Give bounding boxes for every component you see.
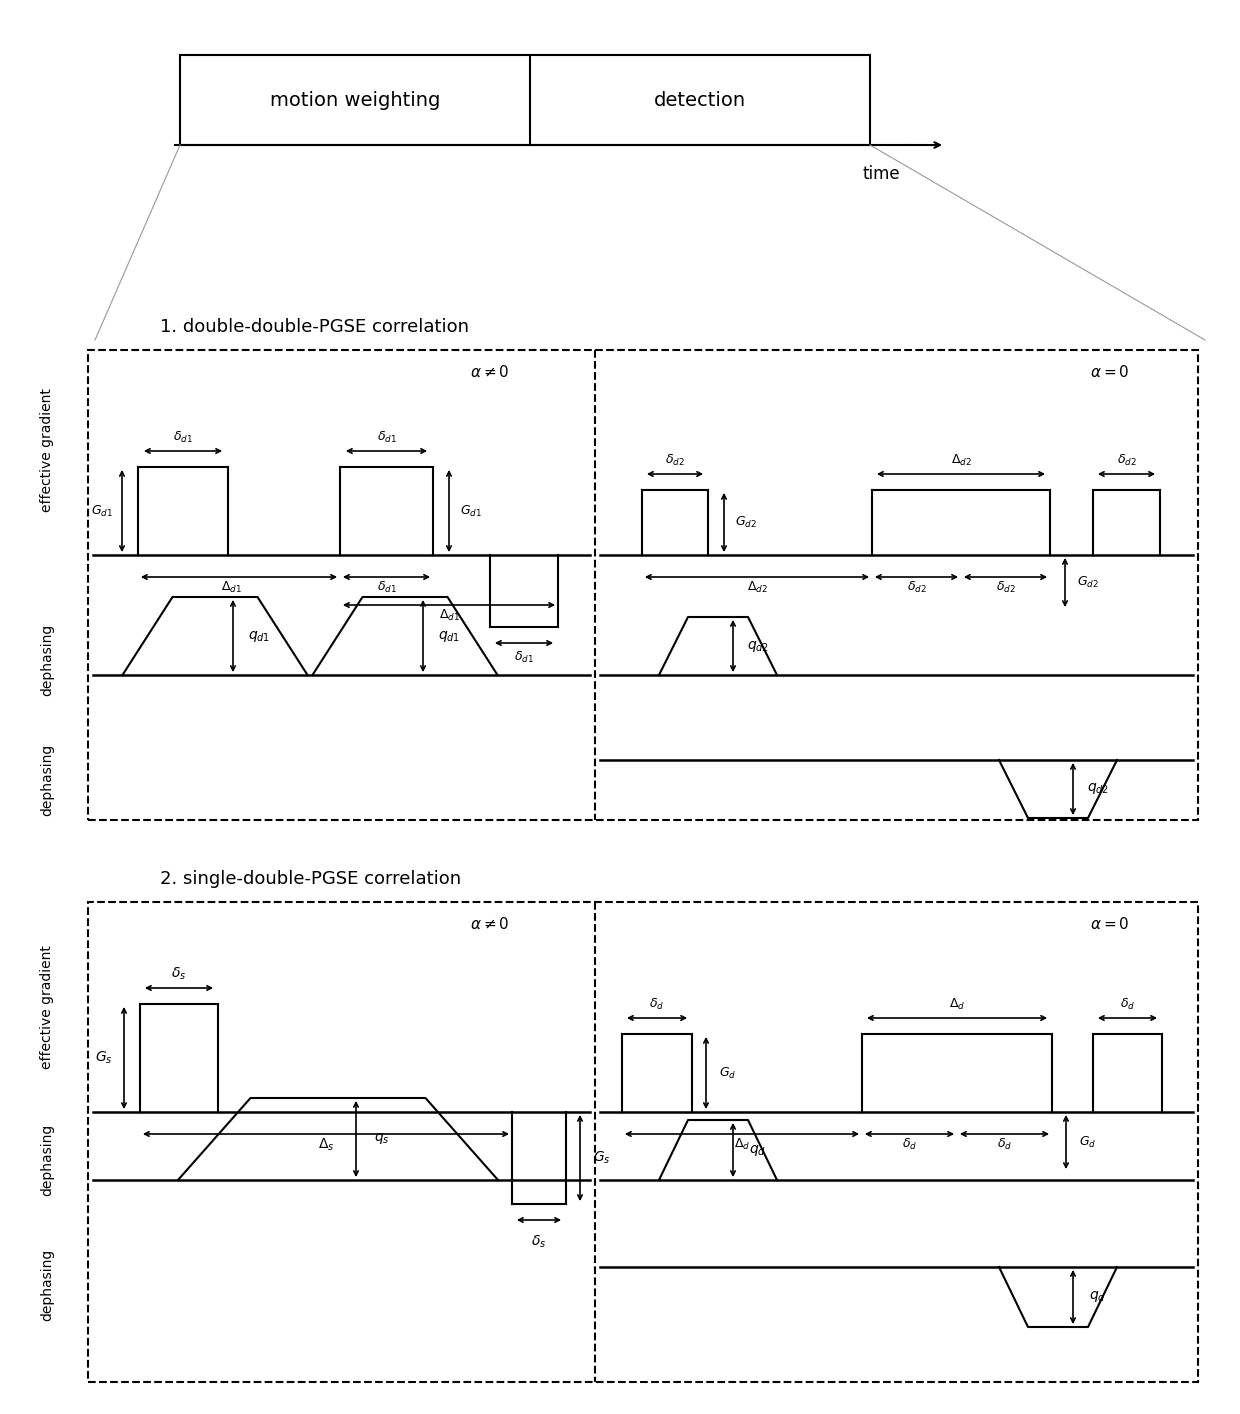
Text: $G_{d1}$: $G_{d1}$ bbox=[91, 503, 113, 519]
Text: $G_d$: $G_d$ bbox=[719, 1066, 737, 1080]
Text: $\delta_{d2}$: $\delta_{d2}$ bbox=[906, 580, 926, 595]
Text: $\Delta_d$: $\Delta_d$ bbox=[949, 997, 965, 1011]
Text: $\Delta_d$: $\Delta_d$ bbox=[734, 1137, 750, 1152]
Text: $\delta_{d2}$: $\delta_{d2}$ bbox=[996, 580, 1016, 595]
Text: $\delta_{d2}$: $\delta_{d2}$ bbox=[665, 452, 684, 468]
Text: effective gradient: effective gradient bbox=[40, 945, 55, 1069]
Text: dephasing: dephasing bbox=[40, 1124, 55, 1196]
Text: $\delta_s$: $\delta_s$ bbox=[171, 966, 187, 983]
Text: $G_{d1}$: $G_{d1}$ bbox=[460, 503, 482, 519]
Text: 1. double-double-PGSE correlation: 1. double-double-PGSE correlation bbox=[160, 318, 469, 337]
Text: $q_{d1}$: $q_{d1}$ bbox=[248, 628, 270, 643]
Text: $\Delta_{d1}$: $\Delta_{d1}$ bbox=[439, 608, 460, 624]
Text: detection: detection bbox=[653, 90, 746, 109]
Text: $\delta_{d2}$: $\delta_{d2}$ bbox=[1116, 452, 1136, 468]
Text: time: time bbox=[862, 165, 900, 182]
Text: $\Delta_{d2}$: $\Delta_{d2}$ bbox=[951, 452, 971, 468]
Text: $\Delta_{d2}$: $\Delta_{d2}$ bbox=[746, 580, 768, 595]
Text: $\Delta_{d1}$: $\Delta_{d1}$ bbox=[221, 580, 242, 595]
Text: $\delta_d$: $\delta_d$ bbox=[901, 1137, 918, 1152]
Text: $\alpha = 0$: $\alpha = 0$ bbox=[1090, 916, 1130, 932]
Text: $G_s$: $G_s$ bbox=[593, 1150, 611, 1167]
Text: motion weighting: motion weighting bbox=[270, 90, 440, 109]
Text: $q_d$: $q_d$ bbox=[749, 1143, 766, 1158]
Text: $G_d$: $G_d$ bbox=[1079, 1134, 1096, 1150]
Text: dephasing: dephasing bbox=[40, 1249, 55, 1321]
Text: $G_{d2}$: $G_{d2}$ bbox=[1078, 574, 1099, 590]
Text: $G_{d2}$: $G_{d2}$ bbox=[735, 515, 756, 530]
Text: dephasing: dephasing bbox=[40, 744, 55, 816]
Text: $\Delta_s$: $\Delta_s$ bbox=[317, 1137, 335, 1154]
Text: $\delta_{d1}$: $\delta_{d1}$ bbox=[377, 580, 397, 595]
Bar bbox=[88, 351, 1198, 820]
Text: 2. single-double-PGSE correlation: 2. single-double-PGSE correlation bbox=[160, 870, 461, 888]
Text: $q_{d2}$: $q_{d2}$ bbox=[1087, 782, 1109, 796]
Text: $\delta_{d1}$: $\delta_{d1}$ bbox=[174, 430, 193, 444]
Text: $\alpha \neq 0$: $\alpha \neq 0$ bbox=[470, 916, 510, 932]
Text: $\alpha \neq 0$: $\alpha \neq 0$ bbox=[470, 363, 510, 380]
Text: $\delta_d$: $\delta_d$ bbox=[650, 997, 665, 1011]
Text: $\delta_d$: $\delta_d$ bbox=[1120, 997, 1135, 1011]
Text: $\delta_d$: $\delta_d$ bbox=[997, 1137, 1012, 1152]
Bar bbox=[180, 55, 870, 146]
Text: $q_{d2}$: $q_{d2}$ bbox=[746, 639, 769, 653]
Text: $q_s$: $q_s$ bbox=[374, 1131, 389, 1147]
Text: $\delta_s$: $\delta_s$ bbox=[531, 1234, 547, 1250]
Text: dephasing: dephasing bbox=[40, 624, 55, 696]
Text: $\delta_{d1}$: $\delta_{d1}$ bbox=[515, 649, 534, 665]
Text: $\delta_{d1}$: $\delta_{d1}$ bbox=[377, 430, 397, 444]
Text: $G_s$: $G_s$ bbox=[95, 1049, 113, 1066]
Bar bbox=[88, 902, 1198, 1381]
Text: effective gradient: effective gradient bbox=[40, 387, 55, 512]
Text: $q_{d1}$: $q_{d1}$ bbox=[438, 628, 460, 643]
Text: $q_d$: $q_d$ bbox=[1090, 1290, 1106, 1305]
Text: $\alpha = 0$: $\alpha = 0$ bbox=[1090, 363, 1130, 380]
